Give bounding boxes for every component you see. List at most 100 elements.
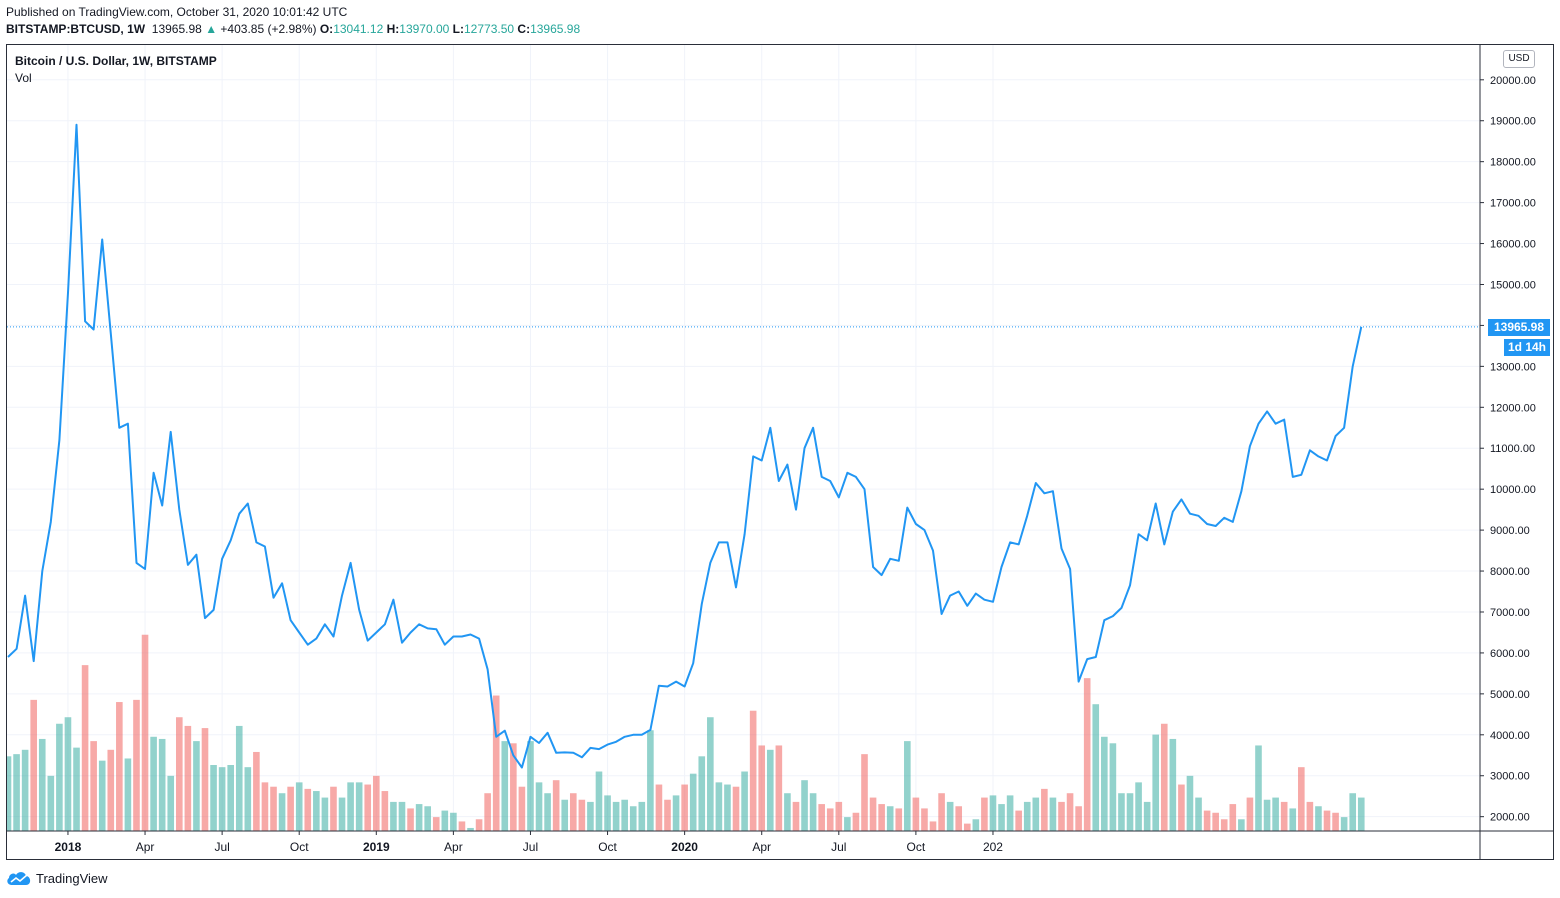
volume-bar bbox=[278, 793, 286, 831]
y-tick-label: 18000.00 bbox=[1490, 157, 1536, 169]
volume-bar bbox=[1152, 734, 1160, 831]
volume-bar bbox=[81, 665, 89, 831]
volume-bar bbox=[1126, 793, 1134, 831]
volume-bar bbox=[621, 799, 628, 831]
volume-bar bbox=[510, 743, 517, 831]
volume-bar bbox=[921, 808, 928, 831]
volume-bar bbox=[1289, 808, 1297, 831]
time-axis-labels[interactable]: 2018 Apr Jul Oct 2019 Apr Jul Oct 2020 Apr Jul Oct 2… bbox=[55, 831, 1004, 854]
volume-bar bbox=[90, 741, 97, 831]
volume-bar bbox=[338, 797, 346, 831]
volume-bar bbox=[527, 741, 534, 831]
volume-bar bbox=[1255, 745, 1262, 831]
volume-bar bbox=[895, 808, 903, 831]
volume-bar bbox=[569, 793, 577, 831]
y-tick-label: 3000.00 bbox=[1490, 771, 1530, 783]
x-tick-label: Oct bbox=[907, 840, 926, 854]
y-tick-label: 7000.00 bbox=[1490, 607, 1530, 619]
volume-bar bbox=[1118, 793, 1125, 831]
volume-bar bbox=[176, 717, 183, 831]
price-chart[interactable]: 20000.00 19000.00 18000.00 17000.00 16000.00… bbox=[7, 45, 1553, 859]
volume-bar bbox=[458, 821, 466, 831]
volume-bar bbox=[193, 741, 200, 831]
volume-bar bbox=[946, 801, 954, 831]
volume-bar bbox=[141, 634, 149, 831]
volume-bar bbox=[852, 812, 860, 831]
volume-bar bbox=[7, 756, 12, 831]
volume-bar bbox=[681, 784, 688, 831]
x-tick-label: 2018 bbox=[55, 840, 82, 854]
volume-bar bbox=[689, 773, 697, 831]
y-tick-label: 19000.00 bbox=[1490, 116, 1536, 128]
volume-bar bbox=[1049, 797, 1057, 831]
volume-bar bbox=[116, 702, 123, 831]
open-value: 13041.12 bbox=[333, 22, 384, 36]
volume-bar bbox=[321, 797, 329, 831]
volume-bar bbox=[158, 738, 166, 831]
volume-bar bbox=[295, 782, 303, 831]
volume-bar bbox=[707, 717, 714, 831]
footer-brand: TradingView bbox=[36, 870, 108, 886]
published-info: Published on TradingView.com, October 31… bbox=[6, 5, 348, 19]
volume-bar bbox=[1229, 804, 1237, 831]
volume-bar bbox=[1315, 806, 1322, 831]
volume-bar bbox=[47, 775, 55, 831]
y-tick-label: 17000.00 bbox=[1490, 198, 1536, 210]
last-price-tag: 13965.98 bbox=[1488, 319, 1550, 336]
volume-bar bbox=[826, 808, 834, 831]
volume-bar bbox=[313, 791, 320, 831]
volume-bar bbox=[56, 723, 63, 831]
volume-bar bbox=[107, 749, 115, 831]
currency-button[interactable]: USD bbox=[1503, 50, 1535, 68]
volume-bar bbox=[1143, 801, 1151, 831]
volume-bar bbox=[629, 806, 637, 831]
volume-bar bbox=[372, 775, 380, 831]
volume-bar bbox=[1075, 806, 1082, 831]
chart-frame bbox=[6, 44, 1554, 860]
volume-bar bbox=[758, 745, 766, 831]
y-tick-label: 12000.00 bbox=[1490, 402, 1536, 414]
volume-bar bbox=[450, 812, 457, 831]
volume-bar bbox=[981, 797, 988, 831]
volume-bar bbox=[30, 699, 37, 831]
x-tick-label: Jul bbox=[214, 840, 229, 854]
volume-bar bbox=[1101, 736, 1108, 831]
volume-bar bbox=[784, 793, 791, 831]
volume-bar bbox=[304, 788, 312, 831]
x-tick-label: Jul bbox=[523, 840, 538, 854]
volume-bar bbox=[415, 804, 423, 831]
volume-bar bbox=[1015, 810, 1022, 831]
volume-bar bbox=[364, 784, 372, 831]
volume-bar bbox=[1357, 797, 1365, 831]
volume-bar bbox=[432, 817, 440, 831]
bar-countdown-tag: 1d 14h bbox=[1504, 339, 1550, 356]
volume-bar bbox=[912, 797, 920, 831]
volume-bar bbox=[13, 754, 20, 831]
volume-bar bbox=[1306, 801, 1314, 831]
price-line bbox=[7, 123, 1363, 769]
volume-bar bbox=[1220, 819, 1228, 831]
volume-bar bbox=[227, 765, 234, 831]
tradingview-logo[interactable]: TradingView bbox=[6, 870, 108, 886]
x-tick-label: Jul bbox=[831, 840, 846, 854]
grid bbox=[7, 45, 1480, 831]
open-label: O: bbox=[319, 22, 334, 36]
volume-bar bbox=[1263, 799, 1271, 831]
y-tick-label: 13000.00 bbox=[1490, 361, 1536, 373]
y-tick-label: 10000.00 bbox=[1490, 484, 1536, 496]
volume-bar bbox=[647, 730, 654, 831]
volume-bar bbox=[715, 782, 723, 831]
volume-bar bbox=[1280, 801, 1288, 831]
volume-bar bbox=[1092, 704, 1100, 831]
x-tick-label: Oct bbox=[598, 840, 617, 854]
volume-bar bbox=[963, 823, 971, 831]
volume-bar bbox=[732, 786, 740, 831]
volume-bar bbox=[552, 780, 560, 831]
volume-bar bbox=[1332, 812, 1339, 831]
volume-bar bbox=[1186, 775, 1194, 831]
volume-bar bbox=[355, 782, 363, 831]
volume-bar bbox=[210, 765, 217, 831]
last-price: 13965.98 bbox=[151, 22, 202, 36]
volume-bar bbox=[989, 795, 997, 831]
volume-bar bbox=[1135, 782, 1142, 831]
